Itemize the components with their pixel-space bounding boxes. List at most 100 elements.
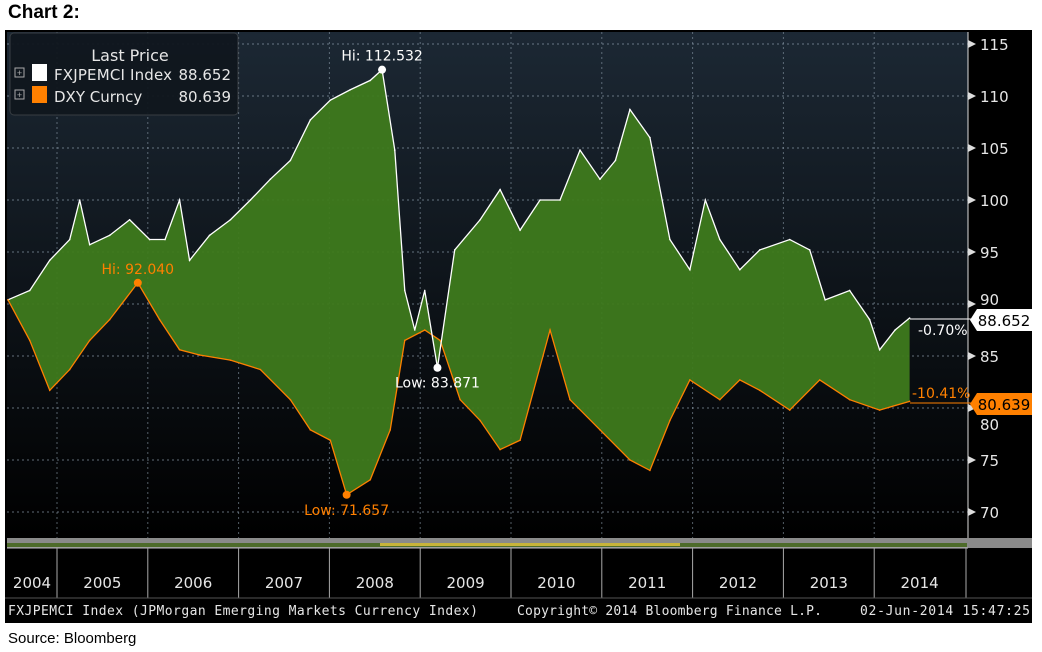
- legend-item-fxjpemci[interactable]: + FXJPEMCI Index 88.652: [14, 64, 231, 84]
- data-point-dxy: [108, 318, 111, 321]
- data-point-dxy: [818, 379, 821, 381]
- data-point-fxjpemci: [894, 329, 896, 331]
- dxy-change-label: -10.41%: [912, 386, 970, 402]
- footer-timestamp: 02-Jun-2014 15:47:25: [860, 604, 1030, 619]
- y-tick-mark: [968, 456, 976, 464]
- data-point-fxjpemci: [739, 268, 741, 271]
- data-point-dxy: [549, 329, 551, 331]
- data-point-fxjpemci: [108, 234, 111, 237]
- data-point-dxy: [369, 478, 372, 481]
- data-point-fxjpemci: [309, 119, 312, 121]
- y-tick-label: 115: [980, 36, 1009, 54]
- x-tick-label: 2011: [628, 574, 666, 592]
- y-tick-label: 90: [980, 291, 999, 309]
- data-point-fxjpemci: [229, 218, 232, 221]
- data-point-fxjpemci: [164, 238, 166, 241]
- x-tick-label: 2005: [83, 574, 121, 592]
- data-point-fxjpemci: [704, 199, 707, 201]
- source-note: Source: Bloomberg: [8, 630, 137, 647]
- extreme-marker: [433, 363, 442, 372]
- data-point-dxy: [28, 339, 31, 342]
- data-point-dxy: [68, 368, 71, 371]
- legend-box: [9, 32, 239, 116]
- data-point-fxjpemci: [128, 218, 131, 221]
- legend-swatch-white: [32, 64, 47, 81]
- data-point-dxy: [403, 339, 406, 342]
- data-point-dxy: [309, 429, 312, 431]
- y-tick-mark: [968, 508, 976, 516]
- data-point-dxy: [48, 389, 51, 392]
- data-point-fxjpemci: [669, 238, 671, 241]
- data-point-fxjpemci: [68, 238, 71, 241]
- data-point-dxy: [423, 329, 426, 331]
- data-point-fxjpemci: [423, 289, 426, 292]
- annotation-label: Low: 83.871: [395, 376, 480, 392]
- y-tick-mark: [968, 404, 976, 412]
- chart-caption: Chart 2:: [8, 2, 80, 23]
- y-tick-mark: [968, 196, 976, 204]
- x-tick-label: 2007: [265, 574, 303, 592]
- data-point-dxy: [569, 398, 571, 401]
- expand-icon[interactable]: [14, 89, 25, 100]
- x-tick-label: 2014: [901, 574, 939, 592]
- data-point-fxjpemci: [788, 238, 791, 241]
- data-point-fxjpemci: [499, 188, 501, 191]
- data-point-dxy: [329, 439, 332, 442]
- extreme-marker: [378, 65, 387, 74]
- data-point-dxy: [499, 448, 501, 451]
- navigator-highlight: [380, 543, 680, 546]
- data-point-fxjpemci: [908, 317, 911, 319]
- dxy-last-box: [970, 393, 1032, 415]
- data-point-fxjpemci: [649, 136, 651, 139]
- annotation-label: Low: 71.657: [304, 503, 389, 519]
- footer-description: FXJPEMCI Index (JPMorgan Emerging Market…: [8, 604, 478, 619]
- fx-change-label: -0.70%: [918, 323, 968, 339]
- y-tick-mark: [968, 144, 976, 152]
- footer-copyright: Copyright© 2014 Bloomberg Finance L.P.: [517, 604, 822, 619]
- data-point-fxjpemci: [579, 149, 581, 151]
- data-point-fxjpemci: [559, 199, 561, 201]
- y-tick-label: 110: [980, 88, 1009, 106]
- data-point-dxy: [758, 389, 761, 392]
- data-point-fxjpemci: [848, 289, 851, 292]
- data-point-fxjpemci: [599, 178, 601, 180]
- annotation-label: Hi: 92.040: [102, 262, 175, 278]
- data-point-dxy: [389, 429, 392, 431]
- data-point-dxy: [788, 409, 791, 411]
- y-tick-label: 95: [980, 244, 999, 262]
- data-point-fxjpemci: [28, 289, 31, 292]
- data-point-dxy: [88, 339, 91, 342]
- expand-icon[interactable]: [14, 67, 25, 78]
- y-tick-mark: [968, 300, 976, 308]
- spread-area-fill: [7, 69, 910, 495]
- annotation-label: Hi: 112.532: [341, 49, 422, 65]
- fx-last-value: 88.652: [978, 312, 1031, 330]
- data-point-fxjpemci: [249, 199, 252, 201]
- data-point-dxy: [289, 398, 292, 401]
- data-point-fxjpemci: [48, 259, 51, 262]
- data-point-fxjpemci: [878, 348, 881, 351]
- data-point-fxjpemci: [758, 249, 761, 251]
- legend: Last Price + FXJPEMCI Index 88.652 + DXY…: [9, 32, 239, 116]
- legend-item-dxy[interactable]: + DXY Curncy 80.639: [14, 86, 231, 106]
- data-point-fxjpemci: [539, 199, 541, 201]
- data-point-fxjpemci: [269, 178, 272, 180]
- data-point-dxy: [519, 439, 521, 442]
- data-point-fxjpemci: [629, 108, 631, 111]
- data-point-fxjpemci: [403, 289, 406, 292]
- data-point-fxjpemci: [479, 218, 481, 221]
- data-point-fxjpemci: [178, 199, 181, 201]
- data-point-fxjpemci: [188, 259, 191, 262]
- x-tick-label: 2010: [537, 574, 575, 592]
- y-tick-mark: [968, 352, 976, 360]
- data-point-fxjpemci: [413, 329, 416, 331]
- legend-label: DXY Curncy: [54, 88, 142, 106]
- legend-swatch-orange: [32, 86, 47, 103]
- legend-header: Last Price: [91, 46, 168, 65]
- data-point-fxjpemci: [88, 243, 91, 246]
- data-point-dxy: [459, 398, 461, 401]
- data-point-fxjpemci: [868, 318, 871, 321]
- x-tick-label: 2008: [356, 574, 394, 592]
- last-value-markers: -0.70% 88.652 -10.41% 80.639: [910, 309, 1032, 415]
